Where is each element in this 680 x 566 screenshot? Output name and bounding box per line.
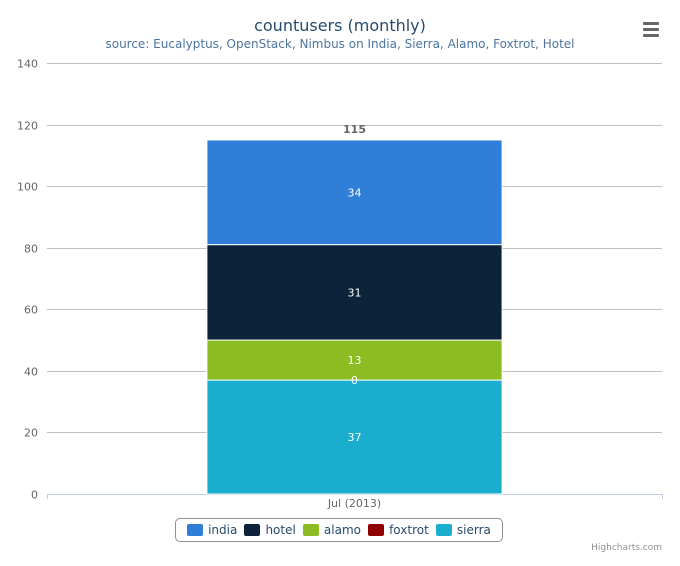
data-label-alamo: 13 (348, 354, 362, 367)
legend-label: hotel (265, 523, 296, 537)
legend-label: sierra (456, 523, 491, 537)
legend-item-hotel[interactable]: hotel (244, 523, 296, 537)
stack-total-label: 115 (343, 123, 366, 136)
legend-swatch (368, 524, 385, 536)
data-label-sierra: 37 (348, 431, 362, 444)
legend-label: india (208, 523, 238, 537)
data-label-hotel: 31 (348, 286, 362, 299)
data-label-foxtrot: 0 (351, 374, 358, 387)
data-label-india: 34 (348, 186, 362, 199)
y-tick-label: 60 (24, 304, 38, 317)
legend-swatch (187, 524, 204, 536)
x-tick-label: Jul (2013) (327, 497, 381, 510)
legend-swatch (244, 524, 261, 536)
bar-segment-india (206, 139, 503, 246)
credits-link[interactable]: Highcharts.com (591, 543, 662, 553)
legend-item-foxtrot[interactable]: foxtrot (368, 523, 429, 537)
chart-subtitle: source: Eucalyptus, OpenStack, Nimbus on… (105, 37, 575, 51)
chart-legend: india hotel alamo foxtrot sierra (175, 518, 503, 542)
y-tick-label: 80 (24, 243, 38, 256)
y-tick-label: 20 (24, 427, 38, 440)
legend-label: foxtrot (389, 523, 429, 537)
bar-segment-hotel (206, 244, 503, 341)
y-tick-label: 100 (17, 181, 38, 194)
y-tick-label: 0 (31, 489, 38, 502)
y-tick-label: 140 (17, 58, 38, 71)
legend-item-sierra[interactable]: sierra (435, 523, 491, 537)
hamburger-menu-icon[interactable] (636, 16, 666, 44)
bar-segment-alamo (206, 339, 503, 381)
legend-swatch (435, 524, 452, 536)
y-tick-label: 120 (17, 120, 38, 133)
legend-item-india[interactable]: india (187, 523, 237, 537)
legend-label: alamo (323, 523, 361, 537)
y-tick-label: 40 (24, 366, 38, 379)
chart-title: countusers (monthly) (254, 16, 426, 35)
legend-item-alamo[interactable]: alamo (302, 523, 361, 537)
legend-swatch (302, 524, 319, 536)
